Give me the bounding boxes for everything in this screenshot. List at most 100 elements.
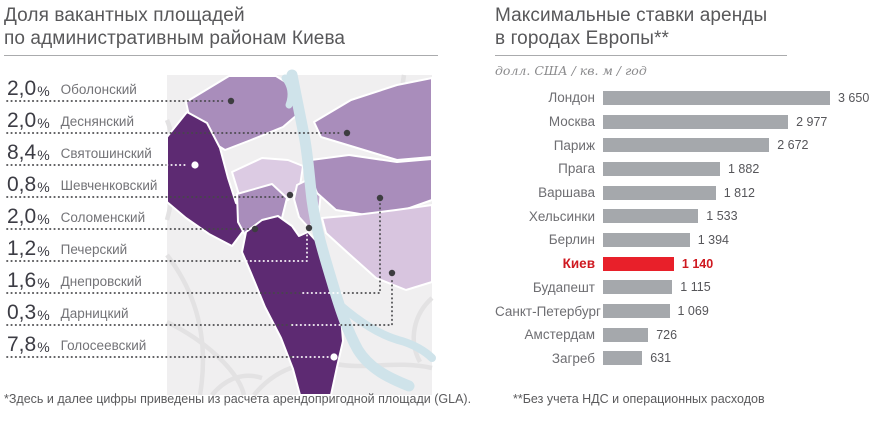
bar-city-label: Киев	[562, 256, 595, 272]
district-name: Шевченковский	[60, 177, 158, 193]
right-title-line1: Максимальные ставки аренды	[495, 5, 768, 26]
district-name: Деснянский	[60, 113, 135, 129]
bar-value-label: 1 115	[680, 280, 711, 295]
right-title: Максимальные ставки аренды в городах Евр…	[495, 4, 869, 50]
bar-row-london: Лондон 3 650	[495, 86, 869, 110]
bar-value-label: 1 882	[728, 161, 760, 176]
left-title-line2: по административным районам Киева	[4, 28, 346, 50]
bar-value-label: 631	[650, 351, 672, 366]
percent-sign: %	[37, 243, 50, 259]
bar-city-label: Париж	[553, 137, 595, 153]
bar-city-label: Лондон	[548, 90, 595, 106]
left-footnote: *Здесь и далее цифры приведены из расчет…	[4, 392, 472, 406]
district-share: 2,0	[7, 109, 37, 132]
bar	[603, 114, 789, 129]
left-title-rule	[4, 55, 438, 57]
map-dot-shevchenkovsky	[286, 191, 294, 199]
bar	[603, 280, 673, 295]
district-row-darnitsky: 0,3% Дарницкий	[7, 299, 129, 323]
bar-value-label: 2 672	[777, 138, 809, 153]
district-share: 2,0	[7, 77, 37, 100]
rent-bar-chart: Лондон 3 650 Москва 2 977 Париж 2 672 Прага…	[495, 86, 869, 370]
district-share: 7,8	[7, 333, 37, 356]
bar	[603, 90, 830, 105]
map-district-darnitsky	[321, 204, 433, 291]
map-dot-pechersky	[305, 224, 313, 232]
bar-row-paris: Париж 2 672	[495, 133, 869, 157]
district-row-obolonsky: 2,0% Оболонский	[7, 75, 137, 99]
district-row-desnyansky: 2,0% Деснянский	[7, 107, 134, 131]
map-dot-goloseevsky	[330, 353, 338, 361]
kyiv-map	[6, 69, 436, 397]
district-share: 1,2	[7, 237, 37, 260]
bar-row-budapest: Будапешт 1 115	[495, 276, 869, 300]
map-district-desnyansky	[313, 77, 433, 161]
panel-vacancy: Доля вакантных площадей по административ…	[4, 4, 471, 420]
district-name: Святошинский	[60, 145, 152, 161]
map-dot-darnitsky	[388, 269, 396, 277]
bar-value-label: 2 977	[796, 114, 828, 129]
district-share: 1,6	[7, 269, 37, 292]
district-name: Голосеевский	[60, 337, 147, 353]
right-title-rule	[495, 55, 787, 57]
bar	[603, 161, 720, 176]
bar	[603, 232, 690, 247]
percent-sign: %	[37, 275, 50, 291]
district-row-svyatoshinsky: 8,4% Святошинский	[7, 139, 152, 163]
percent-sign: %	[37, 339, 50, 355]
chart-unit-label: долл. США / кв. м / год	[495, 63, 647, 79]
bar-value-label: 726	[656, 327, 678, 342]
bar-value-label: 1 812	[723, 185, 755, 200]
bar-row-amsterdam: Амстердам 726	[495, 323, 869, 347]
bar-city-label: Будапешт	[532, 279, 595, 295]
bar-row-zagreb: Загреб 631	[495, 347, 869, 371]
percent-sign: %	[37, 115, 50, 131]
bar-row-warsaw: Варшава 1 812	[495, 181, 869, 205]
percent-sign: %	[37, 211, 50, 227]
district-name: Соломенский	[60, 209, 146, 225]
bar	[603, 185, 716, 200]
bar-row-stpetersburg: Санкт-Петербург 1 069	[495, 299, 869, 323]
kyiv-district-map-graphic: 2,0% Оболонский 2,0% Деснянский 8,4% Святош…	[4, 60, 460, 408]
bar-row-kyiv: Киев 1 140	[495, 252, 869, 276]
bar	[603, 351, 643, 366]
district-row-dneprovsky: 1,6% Днепровский	[7, 267, 142, 291]
bar	[603, 209, 699, 224]
district-row-solomensky: 2,0% Соломенский	[7, 203, 145, 227]
percent-sign: %	[37, 83, 50, 99]
district-name: Дарницкий	[60, 305, 129, 321]
bar-row-helsinki: Хельсинки 1 533	[495, 204, 869, 228]
bar-city-label: Загреб	[551, 350, 595, 366]
left-title: Доля вакантных площадей по административ…	[4, 4, 464, 50]
district-row-shevchenkovsky: 0,8% Шевченковский	[7, 171, 157, 195]
panel-rents: Максимальные ставки аренды в городах Евр…	[495, 4, 869, 420]
map-dot-solomensky	[251, 225, 259, 233]
bar-city-label: Москва	[548, 114, 595, 130]
percent-sign: %	[37, 307, 50, 323]
bar	[603, 327, 649, 342]
bar-city-label: Санкт-Петербург	[495, 303, 601, 319]
map-river	[281, 69, 436, 392]
bar-row-prague: Прага 1 882	[495, 157, 869, 181]
district-share: 0,8	[7, 173, 37, 196]
bar-value-label: 1 069	[677, 304, 709, 319]
bar	[603, 138, 770, 153]
bar	[603, 304, 670, 319]
district-share: 8,4	[7, 141, 37, 164]
map-dot-desnyansky	[343, 129, 351, 137]
district-name: Печерский	[60, 241, 128, 257]
map-leader-lines	[6, 97, 396, 361]
right-footnote: **Без учета НДС и операционных расходов	[513, 392, 765, 406]
bar-value-label: 1 140	[681, 256, 714, 271]
district-share: 2,0	[7, 205, 37, 228]
district-name: Оболонский	[60, 81, 137, 97]
bar-value-label: 3 650	[838, 90, 869, 105]
bar-value-label: 1 394	[697, 232, 729, 247]
percent-sign: %	[37, 179, 50, 195]
left-title-line1: Доля вакантных площадей	[4, 5, 245, 26]
bar-city-label: Прага	[558, 161, 595, 177]
district-row-goloseevsky: 7,8% Голосеевский	[7, 331, 146, 355]
bar-city-label: Варшава	[538, 185, 595, 201]
bar	[603, 256, 674, 271]
map-dot-svyatoshinsky	[191, 161, 199, 169]
